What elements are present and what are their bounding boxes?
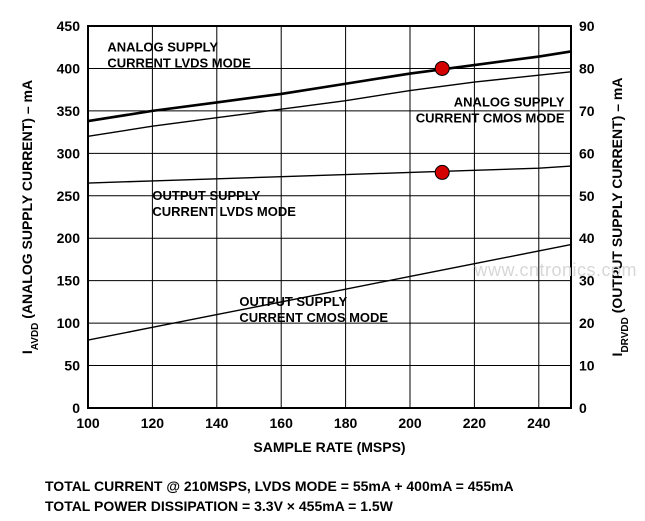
- y-right-tick: 20: [579, 315, 595, 331]
- y-left-tick: 150: [57, 273, 81, 289]
- x-tick: 120: [141, 415, 165, 431]
- y-left-tick: 350: [57, 103, 81, 119]
- x-tick: 100: [76, 415, 100, 431]
- label-output-cmos: CURRENT CMOS MODE: [239, 310, 388, 325]
- label-output-lvds: CURRENT LVDS MODE: [152, 204, 296, 219]
- label-analog-lvds: CURRENT LVDS MODE: [107, 55, 251, 70]
- label-output-lvds: OUTPUT SUPPLY: [152, 188, 260, 203]
- y-left-tick: 0: [72, 400, 80, 416]
- y-right-tick: 50: [579, 188, 595, 204]
- label-output-cmos: OUTPUT SUPPLY: [239, 294, 347, 309]
- marker-point: [435, 165, 449, 179]
- chart-svg: 1001201401601802002202400501001502002503…: [0, 0, 645, 470]
- x-tick: 200: [398, 415, 422, 431]
- y-right-tick: 80: [579, 60, 595, 76]
- x-tick: 220: [463, 415, 487, 431]
- y-left-tick: 50: [64, 358, 80, 374]
- y-left-tick: 100: [57, 315, 81, 331]
- label-analog-cmos: CURRENT CMOS MODE: [416, 111, 565, 126]
- x-tick: 240: [527, 415, 551, 431]
- y-right-tick: 90: [579, 18, 595, 34]
- chart-container: 1001201401601802002202400501001502002503…: [0, 0, 645, 521]
- y-left-tick: 450: [57, 18, 81, 34]
- x-tick: 160: [270, 415, 294, 431]
- label-analog-cmos: ANALOG SUPPLY: [454, 95, 565, 110]
- y-right-tick: 40: [579, 230, 595, 246]
- y-right-tick: 10: [579, 358, 595, 374]
- footer-line-1: TOTAL CURRENT @ 210MSPS, LVDS MODE = 55m…: [45, 478, 514, 494]
- y-left-tick: 200: [57, 230, 81, 246]
- y-left-tick: 400: [57, 60, 81, 76]
- x-tick: 140: [205, 415, 229, 431]
- x-axis-label: SAMPLE RATE (MSPS): [253, 439, 405, 455]
- footer-line-2: TOTAL POWER DISSIPATION = 3.3V × 455mA =…: [45, 498, 393, 514]
- label-analog-lvds: ANALOG SUPPLY: [107, 39, 218, 54]
- marker-point: [435, 61, 449, 75]
- x-tick: 180: [334, 415, 358, 431]
- y-left-tick: 250: [57, 188, 81, 204]
- y-right-tick: 70: [579, 103, 595, 119]
- y-right-tick: 60: [579, 145, 595, 161]
- watermark: www.cntronics.com: [474, 260, 637, 281]
- y-left-tick: 300: [57, 145, 81, 161]
- y-right-tick: 0: [579, 400, 587, 416]
